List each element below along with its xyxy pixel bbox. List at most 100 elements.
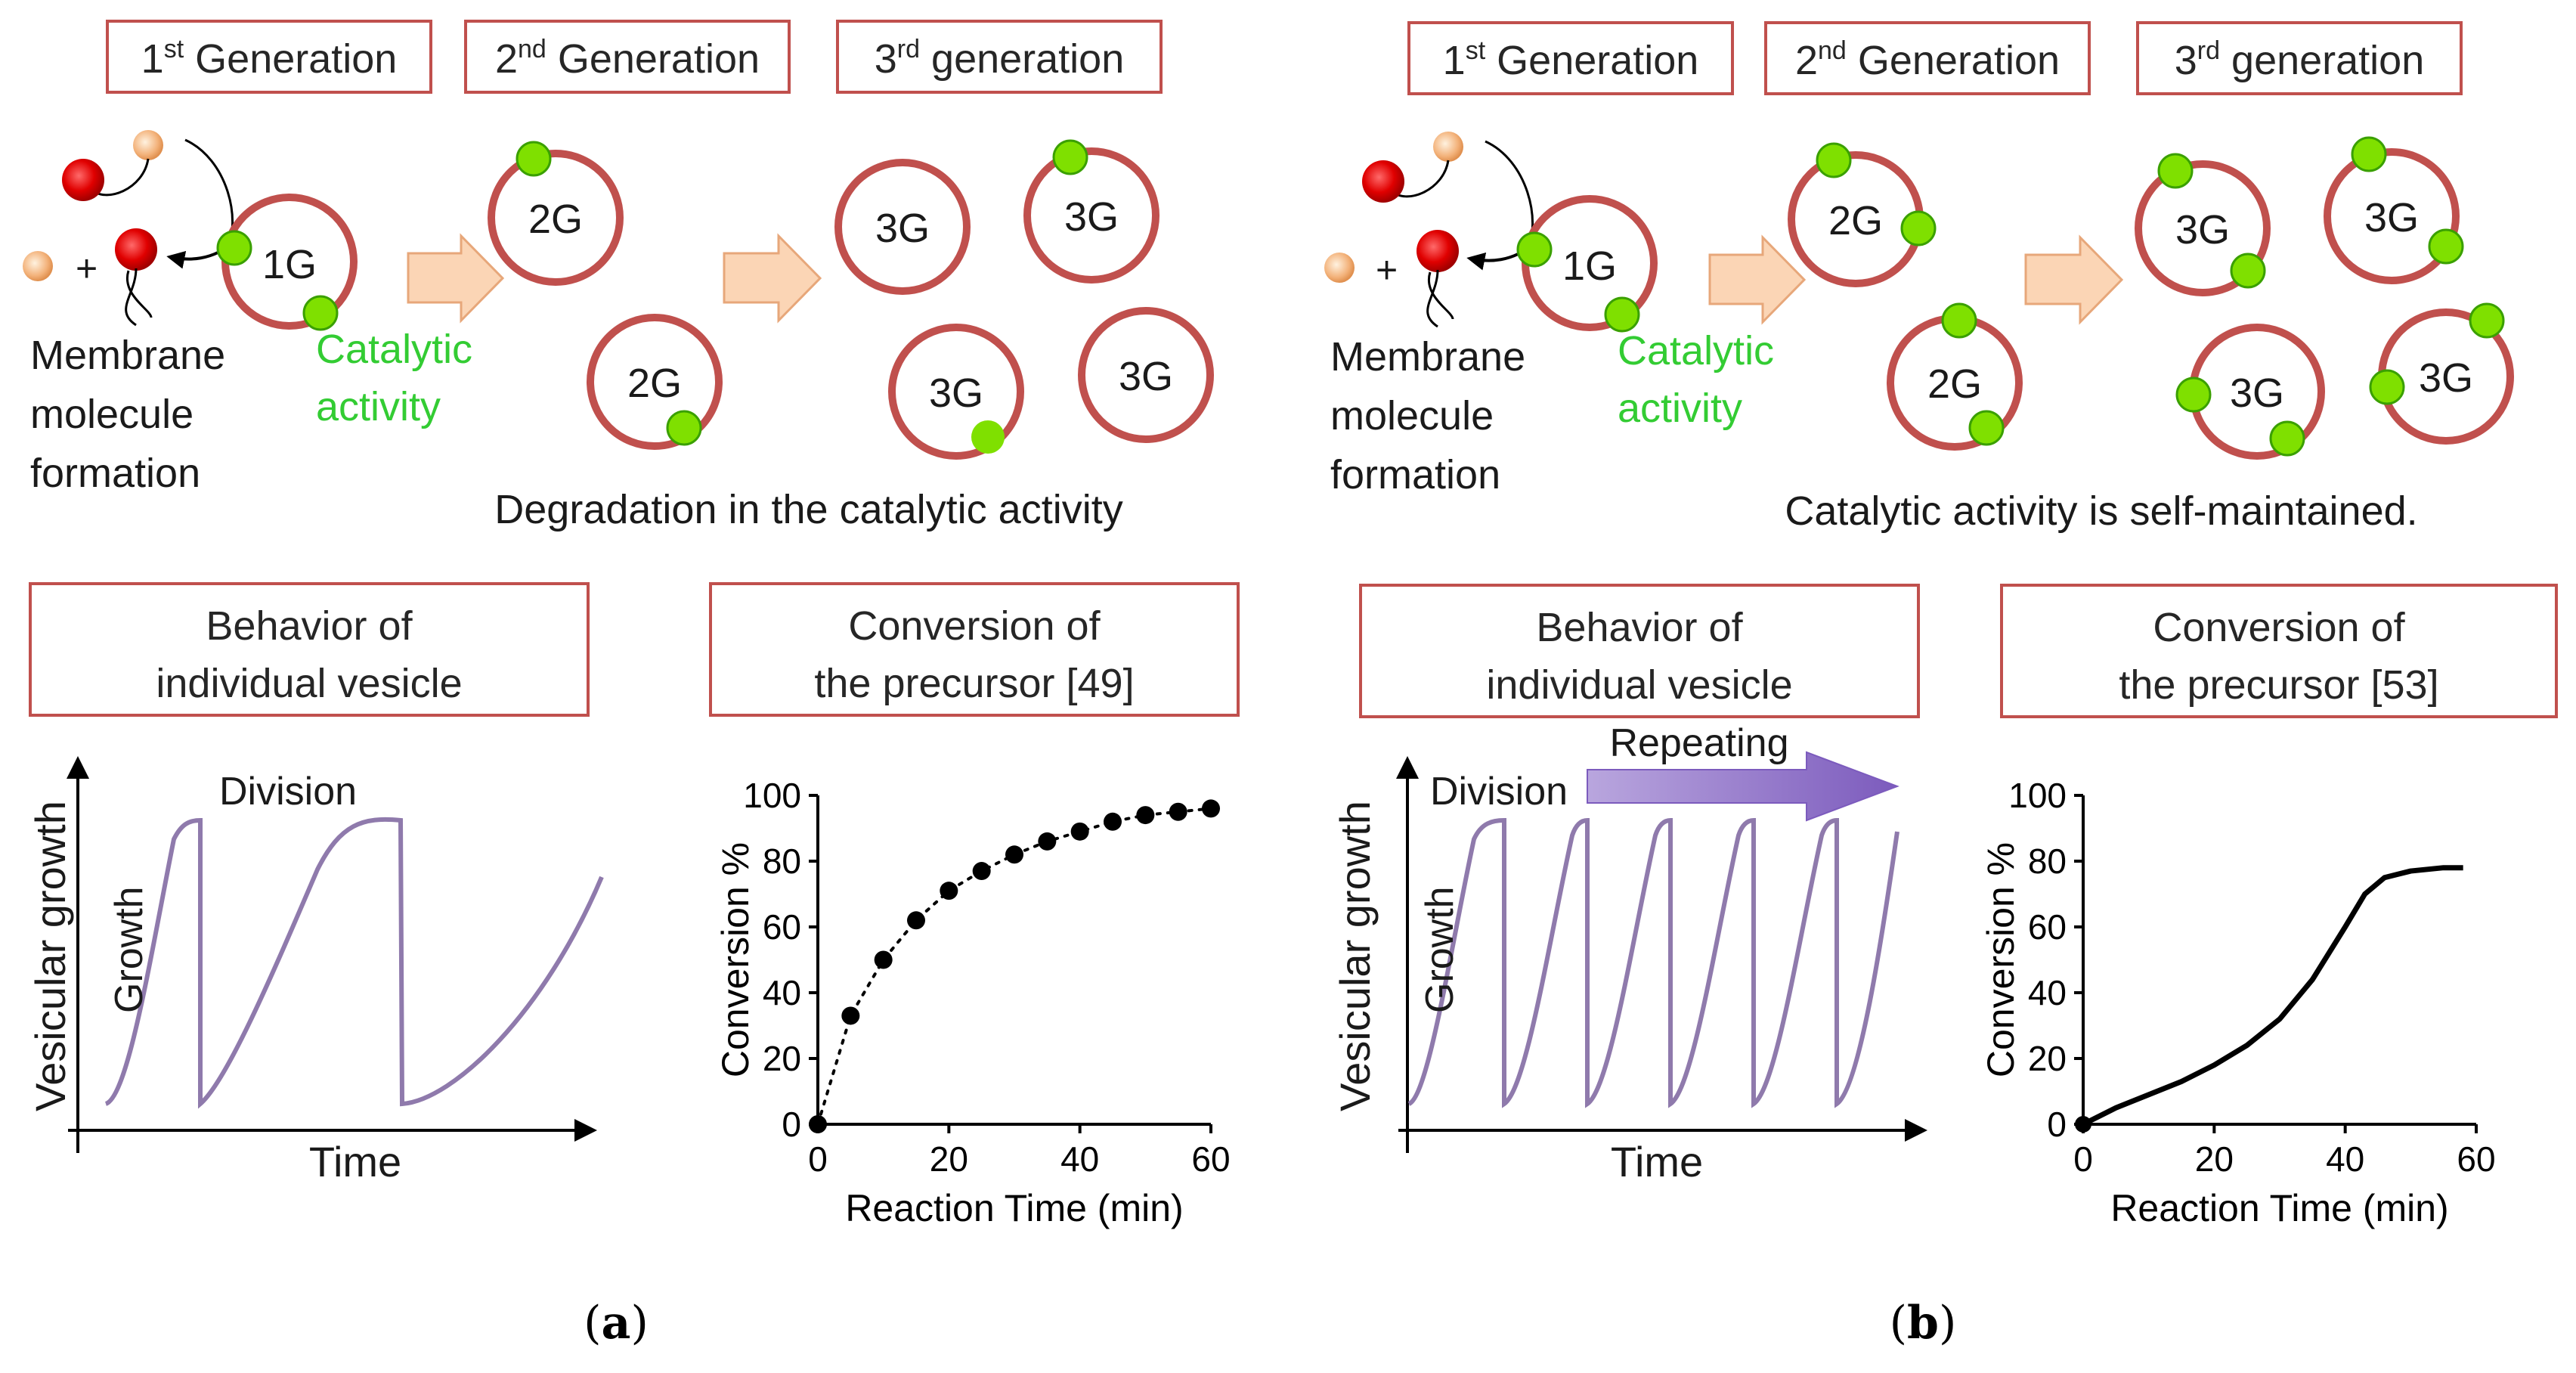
svg-text:the precursor [49]: the precursor [49] — [814, 661, 1134, 706]
gen2-box: 2nd Generation — [464, 20, 791, 94]
svg-text:2G: 2G — [627, 361, 682, 406]
chart-0-xlabel: Reaction Time (min) — [845, 1187, 1183, 1229]
repeat-arrow — [1587, 751, 1899, 822]
chart-0-point-9 — [1104, 812, 1122, 831]
chart-1-start-point — [2075, 1116, 2091, 1133]
chart-0-ytick-label-0: 0 — [782, 1105, 801, 1144]
chart-1-ytick-label-1: 20 — [2028, 1039, 2067, 1078]
svg-text:Behavior of: Behavior of — [1536, 605, 1743, 650]
panel-a: 1st Generation 2nd Generation 3rd genera… — [23, 20, 1240, 1350]
membrane-label-b-2: molecule — [1330, 393, 1494, 439]
chart-0-point-7 — [1038, 832, 1057, 851]
svg-text:individual vesicle: individual vesicle — [156, 661, 462, 706]
vesicle-2g-bottom-b: 2G — [1887, 302, 2023, 451]
chart-0-ytick-label-2: 40 — [763, 973, 801, 1012]
svg-text:1G: 1G — [1562, 243, 1617, 289]
gen2-box-b: 2nd Generation — [1764, 21, 2091, 95]
chart-1-ytick-label-4: 80 — [2028, 841, 2067, 881]
division-label-a: Division — [219, 770, 357, 814]
chart-1-ytick-label-5: 100 — [2008, 776, 2067, 815]
x-axis-label-a: Time — [309, 1138, 401, 1185]
catalytic-label-b-1: Catalytic — [1618, 328, 1774, 373]
gen3-box: 3rd generation — [836, 20, 1163, 94]
svg-text:2nd Generation: 2nd Generation — [495, 35, 760, 82]
chart-0-ytick-label-4: 80 — [763, 841, 801, 881]
catalytic-label-2: activity — [316, 384, 441, 429]
svg-text:3G: 3G — [1119, 354, 1173, 399]
svg-text:3G: 3G — [1064, 194, 1119, 240]
vesicle-3g-4: 3G — [1078, 307, 1214, 443]
vesicle-1g-b: 1G — [1516, 195, 1658, 333]
membrane-molecules-b: + — [1324, 132, 1536, 328]
chart-0-ytick-label-5: 100 — [743, 776, 801, 815]
growth-plot-a: Division Growth Vesicular growth Time — [26, 756, 604, 1185]
vesicle-3g-2: 3G — [1023, 139, 1160, 284]
chart-1-xlabel: Reaction Time (min) — [2110, 1187, 2448, 1229]
vesicle-2g-top-b: 2G — [1788, 142, 1937, 287]
svg-text:3G: 3G — [2175, 207, 2230, 253]
chart-1-series-line — [2082, 865, 2463, 1127]
vesicle-2g-bottom: 2G — [587, 314, 723, 450]
svg-text:2G: 2G — [1828, 198, 1883, 243]
y-axis-label-b: Vesicular growth — [1331, 801, 1379, 1111]
growth-plot-b: Repeating Division Growth Vesicular grow… — [1331, 721, 1927, 1185]
chart-0-point-10 — [1136, 806, 1155, 825]
svg-text:1G: 1G — [262, 242, 317, 287]
membrane-label-b-1: Membrane — [1330, 334, 1525, 380]
chart-0-point-2 — [874, 950, 893, 969]
repeating-label: Repeating — [1609, 721, 1788, 765]
caption-b: Catalytic activity is self-maintained. — [1785, 488, 2417, 534]
vesicle-3g-b-4: 3G — [2369, 302, 2514, 445]
chart-0-point-0 — [809, 1115, 827, 1133]
chart-0-ytick-label-1: 20 — [763, 1039, 801, 1078]
chart-1-ylabel: Conversion % — [1980, 842, 2022, 1077]
vesicle-2g-top: 2G — [488, 141, 624, 286]
vesicle-3g-3: 3G — [888, 324, 1024, 460]
gen-arrow-2 — [723, 233, 822, 324]
svg-text:Conversion of: Conversion of — [848, 603, 1101, 649]
svg-text:Behavior of: Behavior of — [206, 603, 413, 649]
conversion-box: Conversion of the precursor [49] — [709, 582, 1240, 717]
membrane-label-3: formation — [30, 451, 200, 496]
vesicle-3g-b-2: 3G — [2324, 136, 2464, 284]
vesicle-3g-b-3: 3G — [2175, 324, 2325, 460]
chart-0-point-6 — [1005, 845, 1023, 864]
panel-label-b: (b) — [1890, 1297, 1957, 1350]
chart-0-point-1 — [841, 1006, 860, 1025]
chart-0-ytick-label-3: 60 — [763, 907, 801, 947]
svg-text:3G: 3G — [2419, 355, 2473, 401]
behavior-box-b: Behavior of individual vesicle — [1359, 584, 1920, 718]
svg-text:3rd generation: 3rd generation — [875, 35, 1125, 82]
panel-b: 1st Generation 2nd Generation 3rd genera… — [1324, 21, 2558, 1350]
conversion-box-b: Conversion of the precursor [53] — [2000, 584, 2558, 718]
gen1-box: 1st Generation — [106, 20, 432, 94]
chart-1-xtick-label-0: 0 — [2073, 1139, 2093, 1179]
gen-arrow-b-1 — [1708, 234, 1807, 325]
membrane-label-b-3: formation — [1330, 452, 1500, 497]
chart-0-point-5 — [972, 862, 991, 881]
chart-0-point-3 — [907, 911, 925, 930]
svg-text:3G: 3G — [2364, 195, 2419, 240]
svg-text:individual vesicle: individual vesicle — [1486, 662, 1792, 708]
svg-text:3rd generation: 3rd generation — [2175, 36, 2425, 83]
chart-1-xtick-label-3: 60 — [2457, 1139, 2495, 1179]
svg-text:3G: 3G — [2230, 370, 2284, 416]
gen-arrow-1 — [407, 233, 505, 324]
chart-0-point-8 — [1070, 822, 1089, 841]
chart-1-ytick-label-0: 0 — [2047, 1105, 2067, 1144]
chart-1-xtick-label-2: 40 — [2326, 1139, 2364, 1179]
chart-1-xtick-label-1: 20 — [2195, 1139, 2234, 1179]
svg-text:2G: 2G — [528, 197, 583, 242]
svg-text:1st Generation: 1st Generation — [141, 35, 398, 82]
chart-1-ytick-label-3: 60 — [2028, 907, 2067, 947]
svg-text:the precursor [53]: the precursor [53] — [2119, 662, 2438, 708]
vesicle-1g: 1G — [216, 194, 358, 331]
gen3-box-b: 3rd generation — [2136, 21, 2463, 95]
caption-a: Degradation in the catalytic activity — [494, 487, 1122, 532]
svg-text:1st Generation: 1st Generation — [1443, 36, 1699, 83]
chart-1-ytick-label-2: 40 — [2028, 973, 2067, 1012]
svg-text:2G: 2G — [1927, 361, 1982, 407]
y-axis-label-a: Vesicular growth — [26, 801, 74, 1111]
